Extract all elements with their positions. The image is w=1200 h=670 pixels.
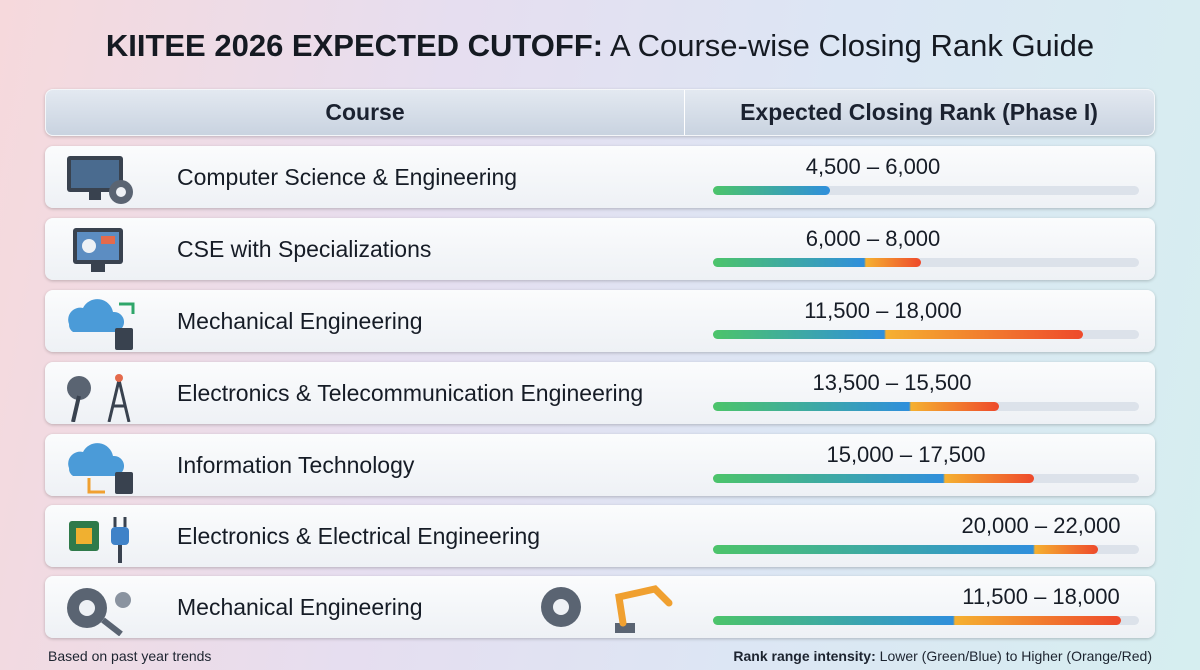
rank-bar	[713, 616, 1121, 625]
title-rest: A Course-wise Closing Rank Guide	[610, 28, 1095, 63]
course-icon	[67, 374, 131, 422]
table-row: CSE with Specializations 6,000 – 8,000	[45, 218, 1155, 280]
course-name: CSE with Specializations	[177, 236, 432, 262]
closing-rank: 15,000 – 17,500	[826, 442, 986, 467]
legend-note: Rank range intensity: Lower (Green/Blue)…	[733, 648, 1152, 664]
robot-icon	[541, 585, 673, 633]
course-icon	[69, 517, 129, 563]
closing-rank: 20,000 – 22,000	[961, 513, 1121, 538]
closing-rank: 4,500 – 6,000	[805, 154, 941, 179]
title-bold: KIITEE 2026 EXPECTED CUTOFF:	[105, 28, 604, 63]
course-icon	[68, 299, 135, 350]
rank-bar-track	[713, 258, 1139, 267]
course-icon	[67, 156, 133, 204]
table-row: Electronics & Electrical Engineering 20,0…	[45, 505, 1155, 567]
legend-text: Lower (Green/Blue) to Higher (Orange/Red…	[879, 648, 1152, 664]
rank-bar	[713, 545, 1098, 554]
rank-bar-track	[713, 330, 1139, 339]
rank-bar	[713, 330, 1083, 339]
table-row: Electronics & Telecommunication Engineer…	[45, 362, 1155, 424]
rank-bar-track	[713, 402, 1139, 411]
closing-rank: 6,000 – 8,000	[805, 226, 941, 251]
table-row: Mechanical Engineering 11,500 – 18,000	[45, 576, 1155, 638]
rank-bar-track	[713, 474, 1139, 483]
table-row: Computer Science & Engineering 4,500 – 6,…	[45, 146, 1155, 208]
course-icon	[73, 228, 123, 272]
rank-bar-track	[713, 616, 1139, 625]
course-name: Computer Science & Engineering	[177, 164, 518, 190]
course-name: Electronics & Telecommunication Engineer…	[177, 380, 644, 406]
rank-bar	[713, 402, 999, 411]
closing-rank: 11,500 – 18,000	[962, 584, 1120, 609]
rank-bar-track	[713, 186, 1139, 195]
rank-bar-track	[713, 545, 1139, 554]
title: KIITEE 2026 EXPECTED CUTOFF: A Course-wi…	[0, 28, 1200, 64]
footnote: Based on past year trends	[48, 648, 212, 664]
rank-bar	[713, 186, 830, 195]
course-icon	[67, 588, 131, 636]
course-name: Electronics & Electrical Engineering	[177, 523, 541, 549]
course-name: Mechanical Engineering	[177, 308, 423, 334]
rank-bar	[713, 258, 921, 267]
table-header: Course Expected Closing Rank (Phase I)	[45, 89, 1155, 136]
table-row: Mechanical Engineering 11,500 – 18,000	[45, 290, 1155, 352]
course-name: Information Technology	[177, 452, 415, 478]
course-icon	[68, 443, 133, 494]
rank-bar	[713, 474, 1034, 483]
column-header: Course	[46, 90, 685, 135]
table-row: Information Technology 15,000 – 17,500	[45, 434, 1155, 496]
closing-rank: 13,500 – 15,500	[812, 370, 972, 395]
legend-bold: Rank range intensity:	[733, 648, 876, 664]
course-name: Mechanical Engineering	[177, 594, 423, 620]
column-header: Expected Closing Rank (Phase I)	[740, 99, 1098, 125]
closing-rank: 11,500 – 18,000	[804, 298, 962, 323]
